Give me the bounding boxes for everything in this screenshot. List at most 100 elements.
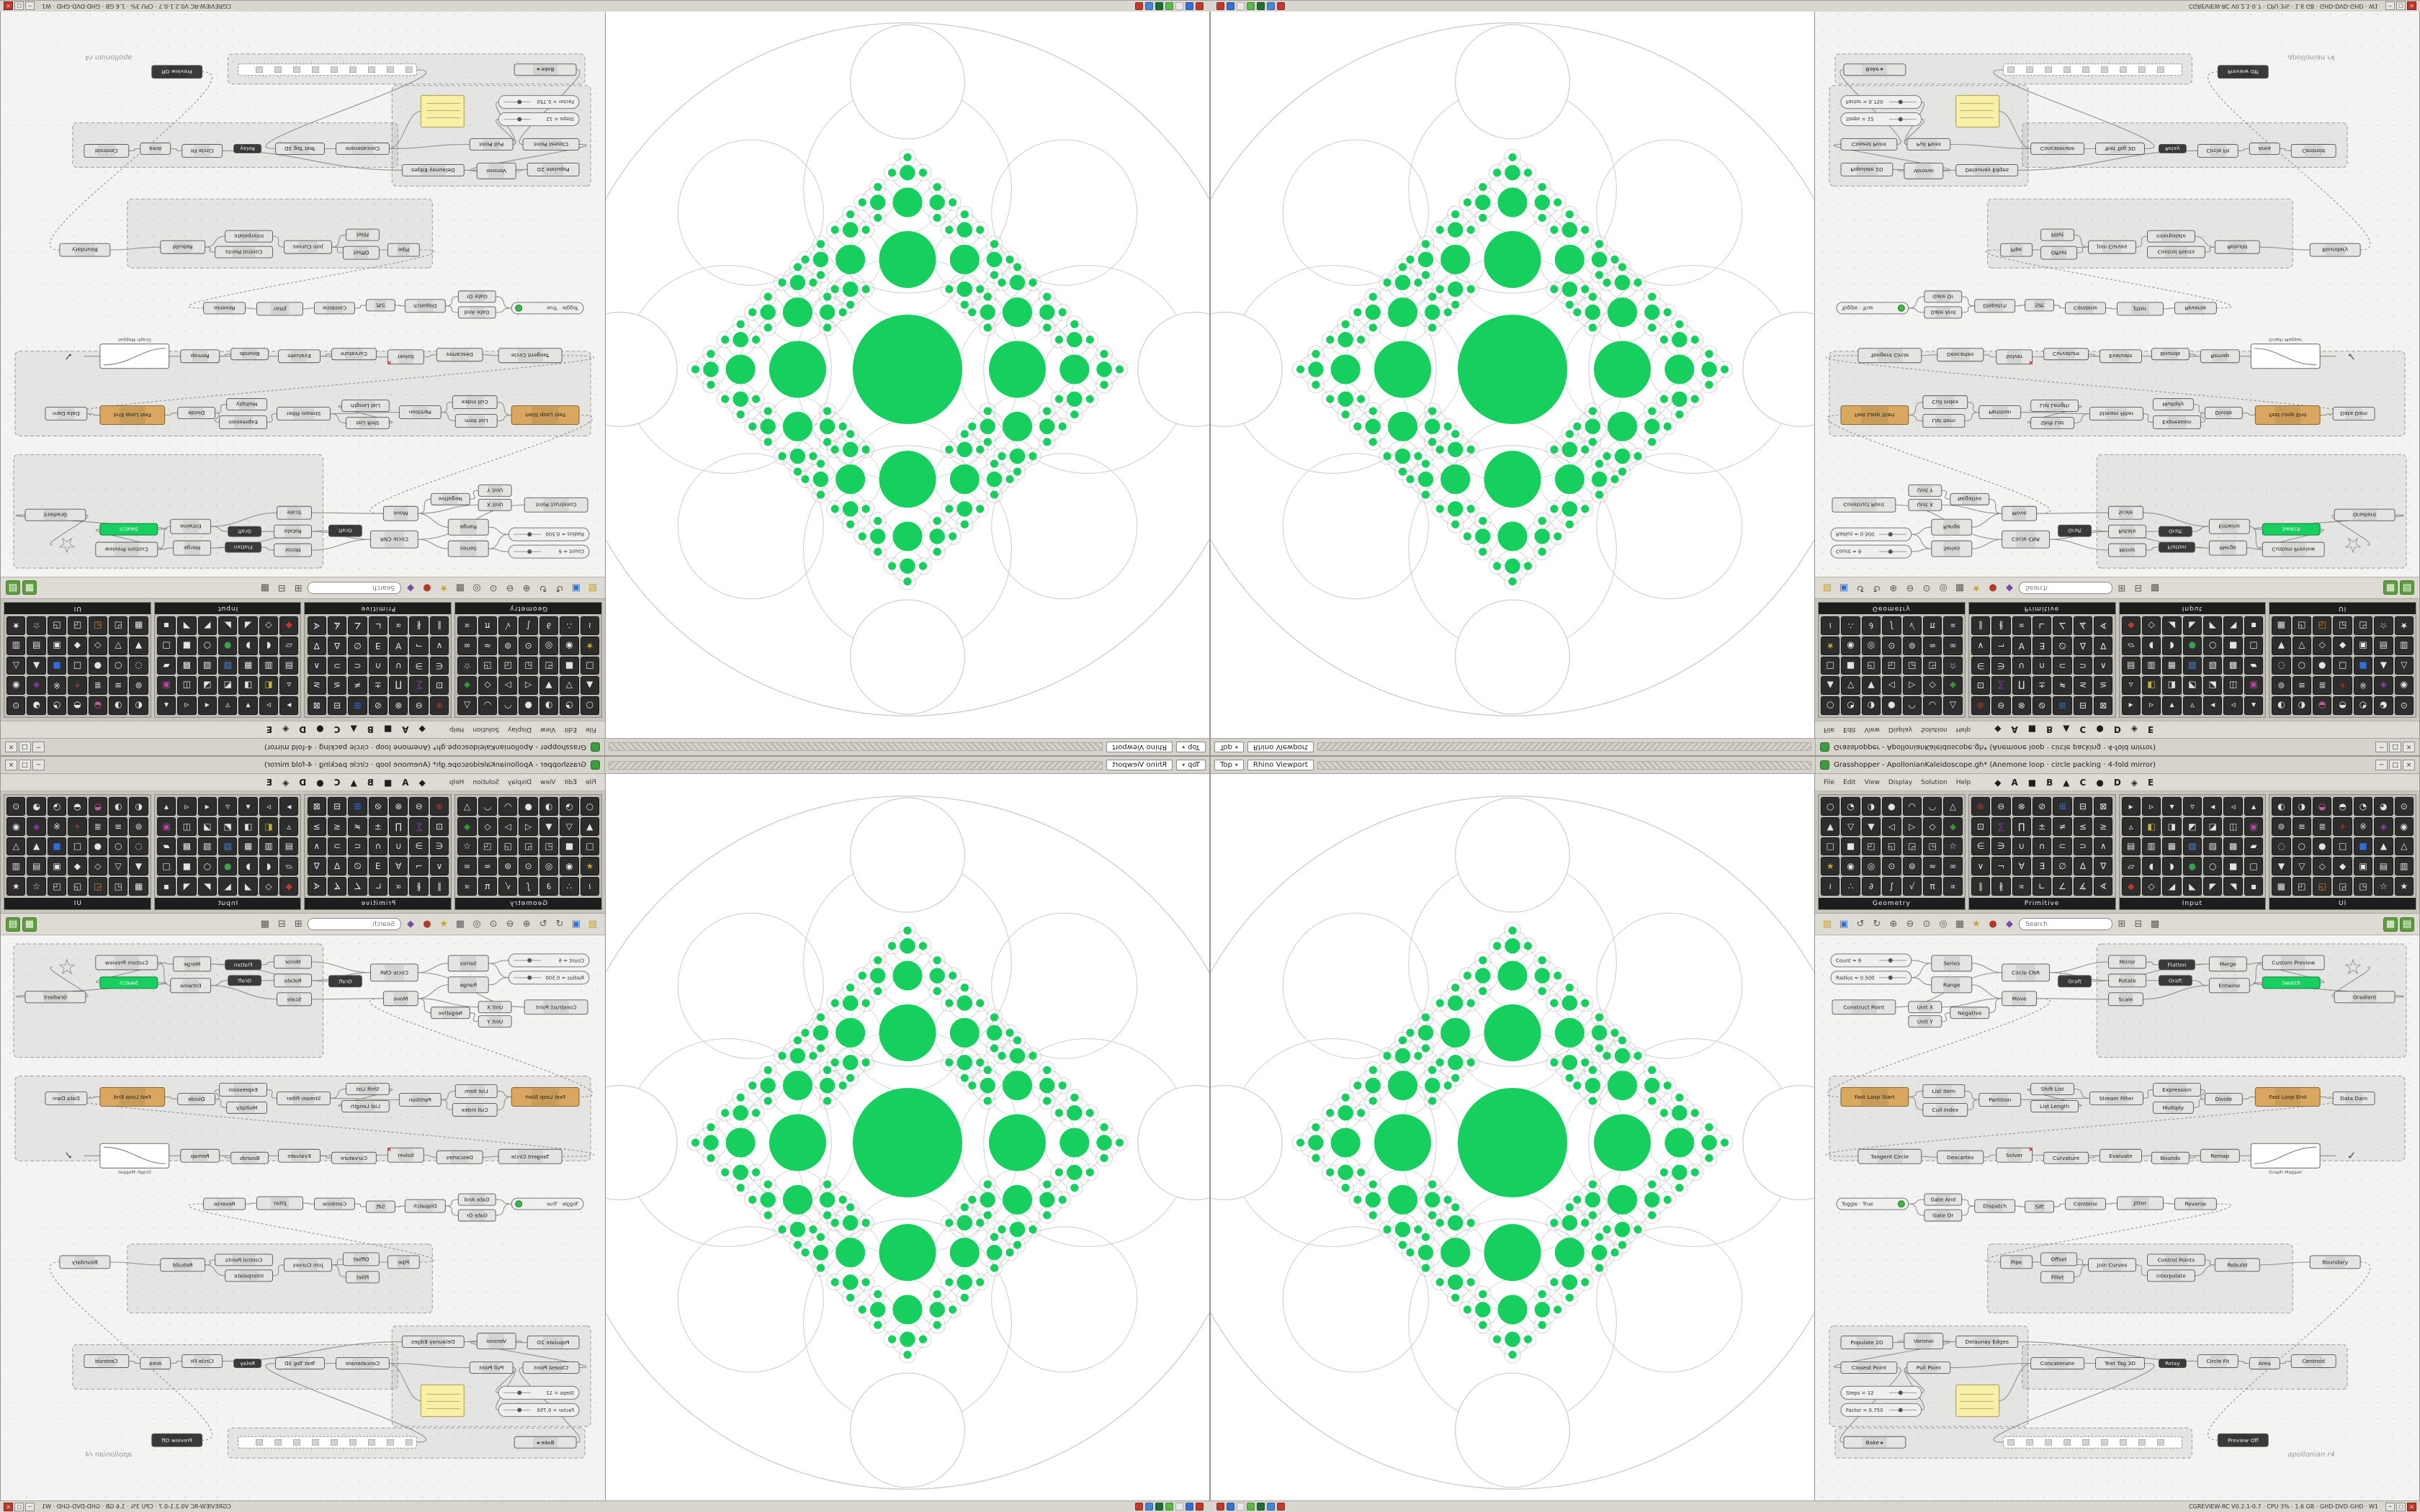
component-icon[interactable]: ∏ (2012, 816, 2031, 836)
palette-section-label[interactable]: UI (4, 603, 151, 614)
close-button[interactable]: × (5, 742, 17, 752)
gh-node[interactable]: Circle Fit (182, 144, 223, 158)
maximize-button[interactable]: □ (19, 760, 31, 770)
component-icon[interactable]: ∠ (2053, 616, 2072, 635)
gh-node[interactable]: Control Points (215, 1254, 273, 1266)
component-icon[interactable]: ★ (2394, 616, 2414, 635)
component-icon[interactable]: ◕ (2374, 696, 2393, 715)
component-icon[interactable]: √ (1902, 616, 1922, 635)
component-icon[interactable]: ◂ (2203, 797, 2223, 816)
component-icon[interactable]: ≤ (327, 676, 347, 696)
search-input[interactable] (2019, 918, 2112, 930)
toolbar-icon[interactable]: ↺ (555, 919, 564, 930)
component-icon[interactable]: △ (1943, 696, 1963, 715)
component-icon[interactable]: ≠ (2053, 816, 2072, 836)
component-icon[interactable]: ○ (580, 696, 599, 715)
category-tab[interactable]: D (2113, 724, 2121, 735)
gh-node[interactable]: Pull Point (1906, 138, 1951, 150)
component-icon[interactable]: ∈ (429, 837, 449, 856)
component-icon[interactable]: ◑ (2292, 797, 2312, 816)
component-icon[interactable]: ◈ (27, 676, 46, 696)
component-icon[interactable]: ◌ (2272, 656, 2291, 675)
category-tab[interactable]: B (2046, 724, 2053, 735)
component-icon[interactable]: ▣ (2353, 636, 2373, 655)
component-icon[interactable]: ○ (197, 857, 217, 876)
toolbar-icon[interactable]: ● (423, 919, 431, 930)
component-icon[interactable]: ◱ (2313, 877, 2332, 896)
palette-section-label[interactable]: Primitive (1968, 603, 2115, 614)
component-icon[interactable]: ⊠ (2094, 797, 2113, 816)
gh-node[interactable]: Graft (328, 524, 362, 537)
gh-node[interactable]: Graft (2158, 526, 2192, 537)
component-icon[interactable]: ◗ (2162, 636, 2182, 655)
gh-node[interactable]: Fast Loop Start (1840, 405, 1909, 425)
gh-node[interactable]: Toggle · True (511, 1197, 584, 1210)
component-icon[interactable]: △ (457, 696, 477, 715)
gh-node[interactable]: Merge (2208, 956, 2247, 972)
component-icon[interactable]: ▣ (2244, 816, 2264, 836)
component-icon[interactable]: ≣ (2313, 816, 2332, 836)
component-icon[interactable]: ∨ (1971, 857, 1991, 876)
gh-node[interactable]: Populate 2D (526, 162, 580, 176)
component-icon[interactable]: ≡ (2292, 676, 2312, 696)
component-icon[interactable]: ▱ (2121, 857, 2141, 876)
window-button[interactable]: □ (14, 1, 24, 11)
gh-node[interactable]: Delaunay Edges (401, 1336, 465, 1349)
component-icon[interactable]: ▾ (238, 696, 258, 715)
gh-node[interactable]: Sift (2025, 1200, 2055, 1213)
component-icon[interactable]: ∆ (327, 636, 347, 655)
component-icon[interactable]: ⊃ (2073, 837, 2093, 856)
gh-node[interactable]: Combine (314, 1197, 355, 1210)
component-icon[interactable]: ▷ (1902, 816, 1922, 836)
component-icon[interactable]: ∝ (457, 877, 477, 896)
component-icon[interactable]: ▤ (2121, 656, 2141, 675)
gh-node[interactable]: Concatenate (2030, 1357, 2085, 1369)
component-icon[interactable]: ◱ (88, 616, 107, 635)
gh-node[interactable]: Reverse (203, 302, 246, 315)
gh-node[interactable]: Closest Point (1840, 1362, 1898, 1374)
component-icon[interactable]: ◆ (2121, 877, 2141, 896)
menu-item[interactable]: Help (449, 726, 465, 734)
gh-node[interactable]: Tangent Circle (1857, 1148, 1922, 1164)
search-input[interactable] (308, 582, 401, 594)
component-icon[interactable]: ▥ (2141, 837, 2161, 856)
gh-node[interactable]: Offset (342, 1252, 380, 1266)
component-icon[interactable]: ◆ (457, 676, 477, 696)
component-icon[interactable]: ▼ (1861, 676, 1881, 696)
component-icon[interactable]: □ (580, 837, 599, 856)
gh-node[interactable]: Divide (2204, 1093, 2243, 1105)
gh-node[interactable]: Steps = 12 (498, 112, 580, 127)
gh-node[interactable]: ☆ (2344, 955, 2363, 980)
gh-node[interactable]: apollonian r4 (85, 53, 132, 61)
component-icon[interactable]: ◆ (279, 616, 299, 635)
component-icon[interactable]: □ (68, 656, 87, 675)
gh-node[interactable]: Mirror (274, 543, 312, 557)
category-tab[interactable]: E (266, 724, 272, 735)
gh-node[interactable]: Area (140, 143, 171, 155)
component-icon[interactable]: ☆ (1943, 837, 1963, 856)
gh-node[interactable]: ☆ (57, 532, 76, 557)
viewport-tab-top[interactable]: Top ▾ (1214, 760, 1244, 770)
component-icon[interactable]: ◫ (2223, 816, 2243, 836)
gh-node[interactable]: Data Dam (45, 407, 88, 420)
component-icon[interactable]: ◗ (238, 636, 258, 655)
component-icon[interactable]: ≀ (1821, 877, 1840, 896)
component-icon[interactable]: ◔ (47, 696, 67, 715)
component-icon[interactable]: ⊙ (1882, 636, 1901, 655)
component-icon[interactable]: ▤ (279, 837, 299, 856)
toolbar-icon[interactable]: ★ (1972, 582, 1981, 593)
component-icon[interactable]: ∪ (389, 837, 408, 856)
gh-node[interactable]: Combine (2065, 302, 2106, 315)
titlebar-drag-handle[interactable] (609, 742, 1103, 752)
component-icon[interactable]: ∪ (2012, 656, 2031, 675)
taskbar-icon[interactable] (1227, 2, 1234, 10)
component-icon[interactable]: ▧ (2182, 837, 2202, 856)
gh-node[interactable]: Offset (342, 246, 380, 260)
category-tab[interactable]: ◆ (1994, 724, 2002, 735)
viewport-tab-top[interactable]: Top ▾ (1214, 742, 1244, 752)
gh-node[interactable]: Offset (2040, 246, 2078, 260)
toolbar-icon[interactable]: ★ (439, 582, 448, 593)
component-icon[interactable]: ◤ (2203, 877, 2223, 896)
menu-item[interactable]: File (585, 726, 596, 734)
component-icon[interactable]: ⊙ (2394, 797, 2414, 816)
